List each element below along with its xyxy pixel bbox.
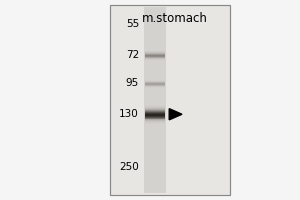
- Bar: [144, 7, 166, 193]
- Bar: [110, 5, 230, 195]
- Bar: [145, 122, 166, 123]
- Bar: [145, 51, 166, 52]
- Bar: [145, 105, 166, 106]
- Bar: [145, 117, 166, 118]
- Bar: [145, 50, 166, 51]
- Bar: [145, 82, 166, 83]
- Text: 95: 95: [126, 78, 139, 88]
- Text: 55: 55: [126, 19, 139, 29]
- Bar: [145, 113, 166, 114]
- Bar: [145, 111, 166, 112]
- Text: 130: 130: [119, 109, 139, 119]
- Bar: [145, 60, 166, 61]
- Bar: [145, 123, 166, 124]
- Text: 250: 250: [119, 162, 139, 172]
- Bar: [145, 57, 166, 58]
- Bar: [145, 115, 166, 116]
- Bar: [145, 86, 166, 87]
- Bar: [145, 58, 166, 59]
- Bar: [145, 80, 166, 81]
- Bar: [145, 52, 166, 53]
- Bar: [145, 53, 166, 54]
- Bar: [145, 112, 166, 113]
- Bar: [145, 106, 166, 107]
- Bar: [145, 55, 166, 56]
- Bar: [145, 109, 166, 110]
- Bar: [145, 81, 166, 82]
- Bar: [145, 59, 166, 60]
- Bar: [145, 56, 166, 57]
- Bar: [145, 107, 166, 108]
- Bar: [145, 120, 166, 121]
- Bar: [145, 116, 166, 117]
- Bar: [145, 114, 166, 115]
- Bar: [110, 5, 230, 195]
- Polygon shape: [169, 109, 182, 120]
- Bar: [145, 54, 166, 55]
- Bar: [145, 119, 166, 120]
- Bar: [145, 83, 166, 84]
- Bar: [145, 110, 166, 111]
- Bar: [145, 85, 166, 86]
- Bar: [145, 108, 166, 109]
- Bar: [145, 84, 166, 85]
- Text: 72: 72: [126, 50, 139, 60]
- Text: m.stomach: m.stomach: [142, 12, 208, 25]
- Bar: [145, 121, 166, 122]
- Bar: [145, 118, 166, 119]
- Bar: [145, 87, 166, 88]
